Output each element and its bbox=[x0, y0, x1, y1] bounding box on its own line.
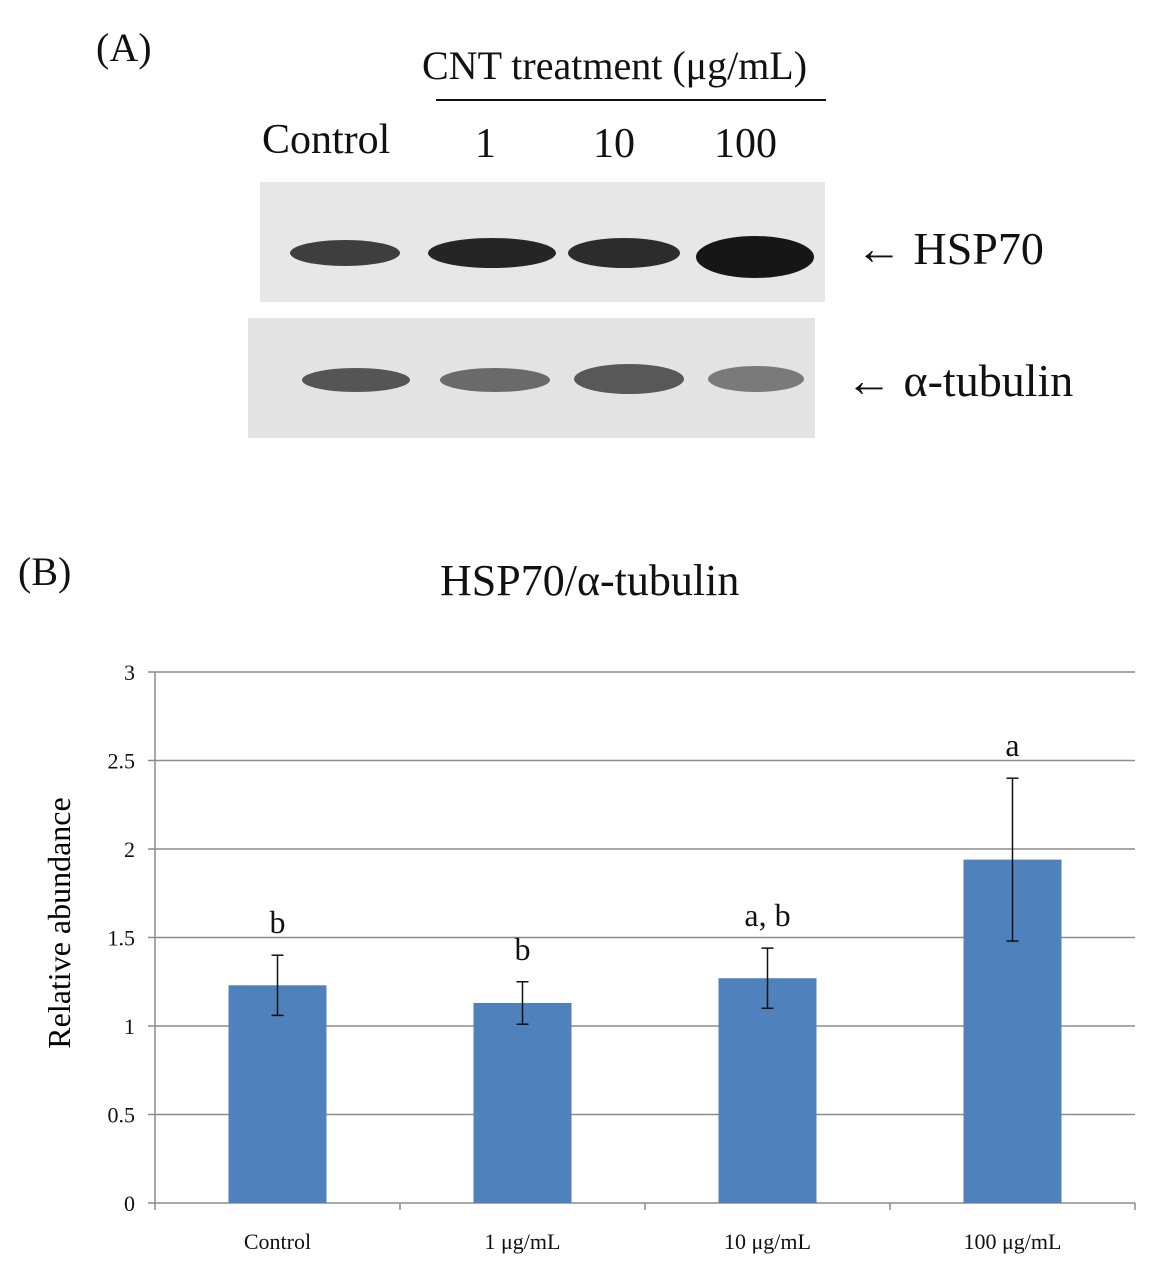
hsp70-band-100 bbox=[696, 236, 814, 278]
tubulin-arrow-icon: ← bbox=[846, 355, 892, 406]
y-tick-label: 1 bbox=[124, 1014, 135, 1039]
tubulin-blot bbox=[248, 318, 815, 438]
lane-label-100: 100 bbox=[714, 121, 777, 167]
x-tick-label: 100 μg/mL bbox=[964, 1229, 1062, 1254]
lane-label-10: 10 bbox=[593, 121, 635, 167]
y-tick-label: 1.5 bbox=[108, 926, 136, 951]
y-tick-label: 3 bbox=[124, 660, 135, 685]
chart-error-bars bbox=[271, 777, 1019, 1025]
significance-label: b bbox=[515, 931, 531, 967]
y-tick-label: 2.5 bbox=[108, 749, 136, 774]
chart-title: HSP70/α-tubulin bbox=[440, 556, 740, 605]
x-tick-label: Control bbox=[244, 1229, 311, 1254]
y-tick-label: 0.5 bbox=[108, 1103, 136, 1128]
panel-b-label: (B) bbox=[18, 549, 72, 594]
x-tick-label: 10 μg/mL bbox=[724, 1229, 811, 1254]
tubulin-label: ← α-tubulin bbox=[846, 354, 1073, 407]
hsp70-band-10 bbox=[568, 238, 680, 268]
lane-label-1: 1 bbox=[475, 121, 496, 167]
hsp70-name: HSP70 bbox=[913, 223, 1044, 274]
chart-bars bbox=[228, 859, 1062, 1203]
bar bbox=[228, 985, 327, 1203]
tubulin-band-100 bbox=[708, 366, 804, 392]
bar bbox=[718, 978, 817, 1203]
y-tick-label: 0 bbox=[124, 1191, 135, 1216]
hsp70-blot bbox=[260, 182, 825, 302]
treatment-header: CNT treatment (μg/mL) bbox=[422, 43, 808, 88]
hsp70-label: ← HSP70 bbox=[856, 222, 1044, 275]
tubulin-band-control bbox=[302, 368, 410, 392]
tubulin-band-1 bbox=[440, 368, 550, 392]
chart-tick-labels: 0 0.5 1 1.5 2 2.5 3 Control 1 μg/mL 10 μg/mL 100 μ… bbox=[108, 660, 1062, 1254]
hsp70-band-control bbox=[290, 240, 400, 266]
x-tick-label: 1 μg/mL bbox=[485, 1229, 561, 1254]
panel-a-label: (A) bbox=[96, 25, 152, 70]
treatment-header-line bbox=[436, 99, 826, 101]
significance-label: a, b bbox=[744, 897, 790, 933]
y-axis-label: Relative abundance bbox=[41, 797, 77, 1048]
tubulin-name: α-tubulin bbox=[903, 355, 1074, 406]
chart-annotations: b b a, b a bbox=[270, 727, 1020, 967]
significance-label: a bbox=[1005, 727, 1019, 763]
bar bbox=[473, 1002, 572, 1203]
lane-label-control: Control bbox=[262, 117, 391, 163]
bar-chart: 0 0.5 1 1.5 2 2.5 3 Control 1 μg/mL 10 μg/mL 100 μ… bbox=[41, 660, 1136, 1254]
hsp70-arrow-icon: ← bbox=[856, 223, 902, 274]
hsp70-band-1 bbox=[428, 238, 556, 268]
tubulin-band-10 bbox=[574, 364, 684, 394]
significance-label: b bbox=[270, 904, 286, 940]
y-tick-label: 2 bbox=[124, 837, 135, 862]
